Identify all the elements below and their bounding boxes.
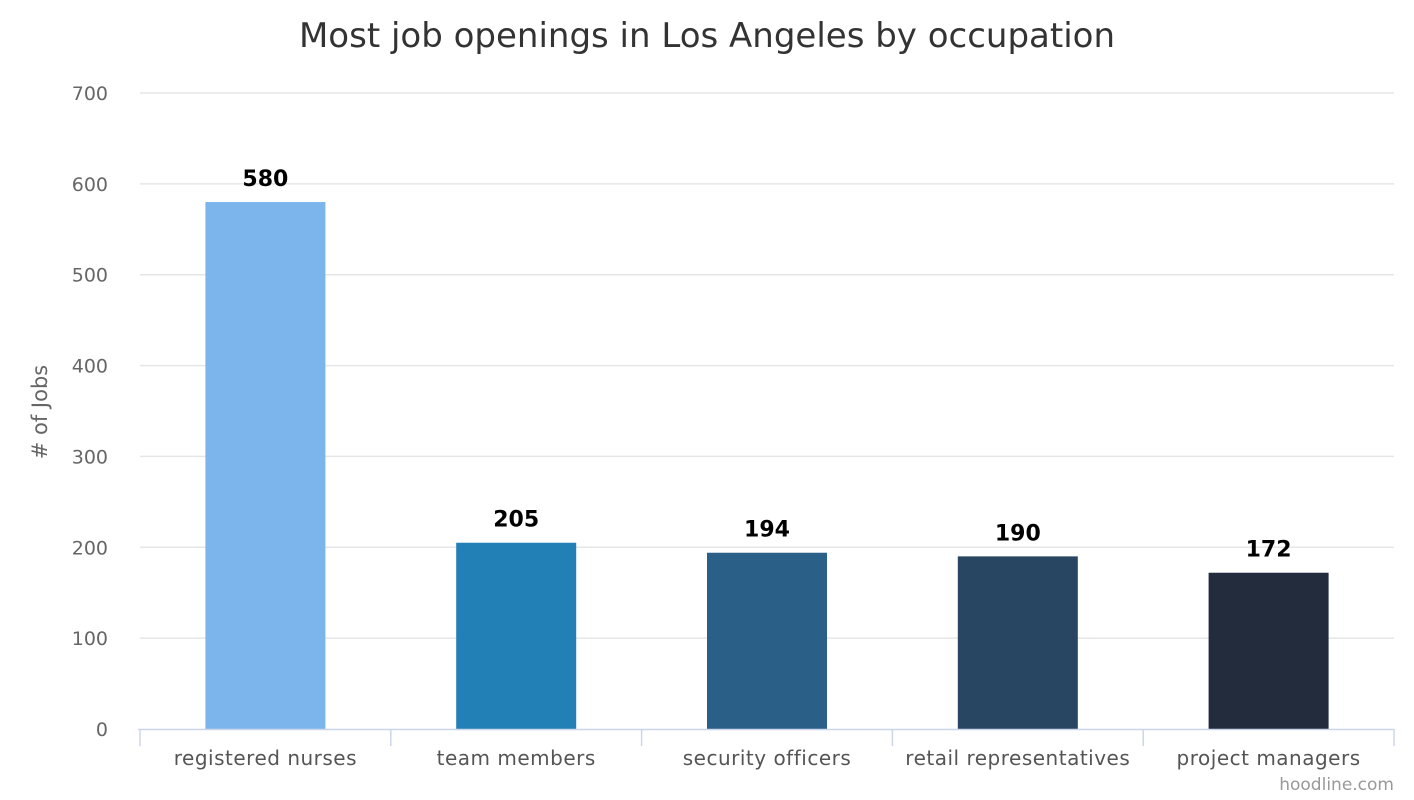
- y-tick-label: 700: [72, 83, 108, 105]
- data-label: 194: [744, 518, 790, 543]
- x-tick-label: project managers: [1177, 746, 1361, 770]
- bar[interactable]: [707, 552, 827, 729]
- y-tick-label: 100: [72, 628, 108, 650]
- bar[interactable]: [205, 202, 326, 729]
- x-tick-label: security officers: [683, 746, 852, 770]
- bar[interactable]: [1208, 572, 1329, 729]
- bars: [205, 202, 1329, 729]
- x-axis-ticks: registered nurses team members security of…: [174, 746, 1361, 770]
- y-tick-label: 200: [72, 537, 108, 559]
- y-tick-label: 300: [72, 446, 108, 468]
- bar[interactable]: [957, 556, 1078, 729]
- x-tick-label: team members: [437, 746, 596, 770]
- x-tick-label: retail representatives: [905, 746, 1130, 770]
- y-axis-label: # of Jobs: [28, 365, 52, 460]
- data-label: 205: [493, 508, 539, 533]
- data-label: 580: [242, 167, 288, 192]
- y-axis-ticks: 0 100 200 300 400 500 600 700: [72, 83, 108, 741]
- x-axis: [138, 728, 1395, 746]
- data-label: 172: [1246, 538, 1292, 563]
- y-tick-label: 400: [72, 356, 108, 378]
- data-label: 190: [995, 521, 1041, 546]
- x-tick-label: registered nurses: [174, 746, 357, 770]
- gridlines: [140, 92, 1394, 639]
- credit-text[interactable]: hoodline.com: [1279, 775, 1394, 795]
- y-tick-label: 0: [96, 719, 108, 741]
- y-tick-label: 500: [72, 265, 108, 287]
- chart-title: Most job openings in Los Angeles by occu…: [299, 16, 1115, 56]
- data-labels: 580 205 194 190 172: [242, 167, 1291, 563]
- bar[interactable]: [456, 542, 577, 729]
- y-tick-label: 600: [72, 174, 108, 196]
